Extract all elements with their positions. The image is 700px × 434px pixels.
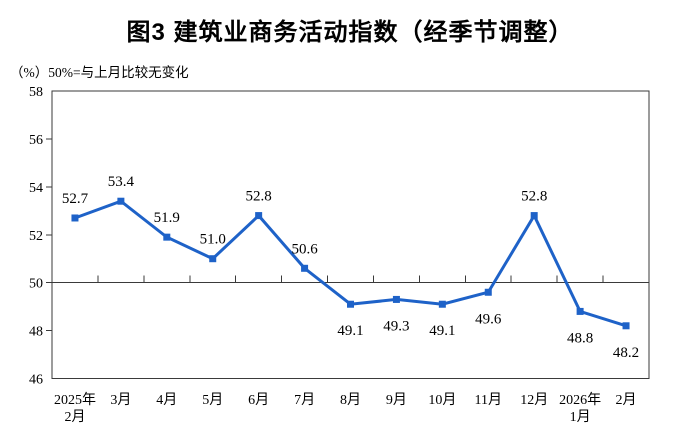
x-axis-tick-label-line: 9月 (386, 392, 407, 408)
x-axis-tick-label-line: 11月 (475, 392, 502, 408)
data-point-marker (622, 322, 630, 330)
x-axis-tick-label: 8月 (340, 392, 361, 408)
data-point-marker (392, 295, 400, 303)
x-axis-tick-label: 10月 (428, 392, 456, 408)
x-axis-tick-label: 6月 (248, 392, 269, 408)
data-point-label: 53.4 (108, 174, 135, 190)
x-axis-tick-label: 2月 (616, 392, 637, 408)
data-point-label: 49.6 (475, 311, 502, 327)
x-axis-tick-label-line: 2月 (616, 392, 637, 408)
data-point-marker (530, 212, 538, 220)
data-point-label: 48.8 (567, 330, 593, 346)
x-axis-tick-label: 7月 (294, 392, 315, 408)
x-axis-tick-label-line: 8月 (340, 392, 361, 408)
data-point-marker (255, 212, 263, 220)
y-axis-tick-label: 46 (29, 373, 43, 388)
data-point-label: 52.7 (62, 191, 89, 207)
data-point-label: 51.9 (154, 210, 180, 226)
x-axis-tick-label: 4月 (156, 392, 177, 408)
data-point-label: 49.1 (429, 323, 455, 339)
data-point-marker (117, 197, 125, 205)
y-axis-tick-label: 54 (29, 181, 43, 196)
data-point-marker (71, 214, 79, 222)
data-point-label: 49.3 (383, 318, 409, 334)
y-axis-tick-label: 58 (29, 85, 43, 100)
x-axis-tick-label: 12月 (520, 392, 548, 408)
y-axis-tick-label: 56 (29, 133, 43, 148)
x-axis-tick-label-line: 7月 (294, 392, 315, 408)
axis-unit-note: （%）50%=与上月比较无变化 (10, 65, 189, 80)
data-point-marker (301, 264, 309, 272)
x-axis-tick-label-line: 12月 (520, 392, 548, 408)
data-point-label: 52.8 (246, 189, 272, 205)
data-point-marker (347, 300, 354, 308)
x-axis-tick-label: 5月 (202, 392, 223, 408)
data-point-label: 51.0 (200, 232, 226, 248)
x-axis-tick-label-line: 1月 (570, 409, 591, 425)
data-point-label: 49.1 (337, 323, 363, 339)
x-axis-tick-label: 2025年 2月 (54, 392, 96, 425)
x-axis-tick-label: 2026年 1月 (559, 392, 601, 425)
data-point-marker (163, 233, 171, 241)
chart-title: 图3 建筑业商务活动指数（经季节调整） (126, 19, 574, 46)
x-axis-tick-label: 9月 (386, 392, 407, 408)
x-axis-tick-label: 3月 (110, 392, 131, 408)
x-axis-tick-label-line: 2月 (64, 409, 85, 425)
data-point-marker (484, 288, 492, 296)
x-axis-tick-label-line: 2026年 (559, 392, 601, 408)
x-axis-tick-label-line: 2025年 (54, 392, 96, 408)
data-point-marker (576, 307, 584, 315)
x-axis-tick-label: 11月 (475, 392, 502, 408)
y-axis-tick-label: 50 (29, 277, 43, 292)
x-axis-tick-label-line: 3月 (110, 392, 131, 408)
x-axis-tick-label-line: 4月 (156, 392, 177, 408)
y-axis-tick-label: 48 (29, 325, 43, 340)
x-axis-tick-label-line: 6月 (248, 392, 269, 408)
data-point-label: 50.6 (291, 241, 318, 257)
x-axis-tick-label-line: 5月 (202, 392, 223, 408)
y-axis-tick-label: 52 (29, 229, 43, 244)
data-point-label: 48.2 (613, 345, 639, 361)
data-point-marker (438, 300, 446, 308)
data-point-marker (209, 255, 217, 263)
data-point-label: 52.8 (521, 189, 547, 205)
x-axis-tick-label-line: 10月 (428, 392, 456, 408)
